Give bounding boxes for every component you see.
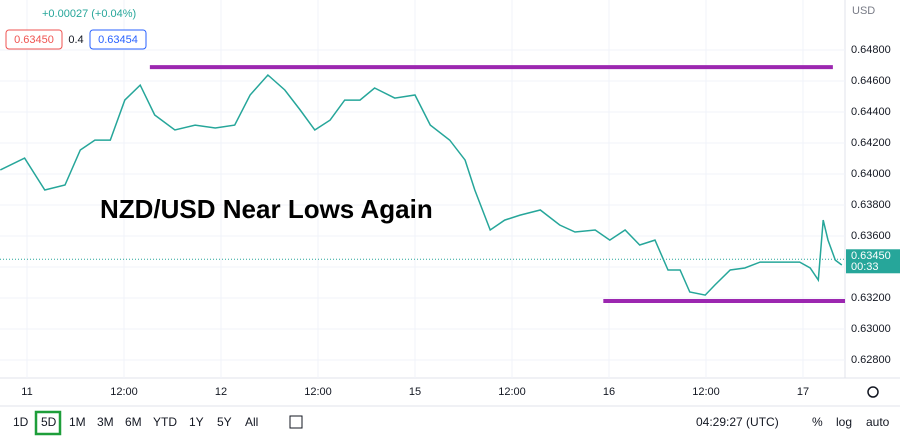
x-tick-label: 17 — [797, 386, 809, 398]
clock[interactable]: 04:29:27 (UTC) — [696, 415, 779, 429]
change: +0.00027 (+0.04%) — [42, 8, 136, 20]
x-tick-label: 12:00 — [110, 386, 138, 398]
last-price-label: 0.63450 — [851, 250, 891, 262]
x-tick-label: 15 — [409, 386, 421, 398]
y-tick-label: 0.63200 — [851, 292, 891, 304]
range-button[interactable]: 1D — [13, 415, 29, 429]
scale-option[interactable]: auto — [866, 415, 890, 429]
range-button[interactable]: All — [245, 415, 258, 429]
y-tick-label: 0.63000 — [851, 323, 891, 335]
bid[interactable]: 0.63450 — [14, 34, 54, 46]
ask[interactable]: 0.63454 — [98, 34, 138, 46]
range-button[interactable]: 5Y — [217, 415, 232, 429]
y-tick-label: 0.63800 — [851, 199, 891, 211]
x-tick-label: 12:00 — [692, 386, 720, 398]
range-button[interactable]: 1M — [69, 415, 86, 429]
x-tick-label: 16 — [603, 386, 615, 398]
range-button[interactable]: 5D — [41, 415, 57, 429]
scale-option[interactable]: log — [836, 415, 852, 429]
y-tick-label: 0.64600 — [851, 75, 891, 87]
date-range-icon[interactable] — [289, 415, 303, 429]
selected-range-box[interactable] — [34, 410, 62, 436]
y-tick-label: 0.62800 — [851, 354, 891, 366]
settings-icon[interactable] — [867, 386, 879, 398]
range-button[interactable]: 6M — [125, 415, 142, 429]
y-tick-label: 0.63600 — [851, 230, 891, 242]
range-button[interactable]: 3M — [97, 415, 114, 429]
x-tick-label: 12:00 — [498, 386, 526, 398]
annotation-title: NZD/USD Near Lows Again — [100, 194, 433, 224]
countdown: 00:33 — [851, 261, 879, 273]
scale-option[interactable]: % — [812, 415, 823, 429]
ask-box[interactable] — [89, 29, 147, 50]
price-line — [0, 73, 843, 296]
y-tick-label: 0.64800 — [851, 44, 891, 56]
x-tick-label: 12:00 — [304, 386, 332, 398]
spread: 0.4 — [68, 34, 83, 46]
y-tick-label: 0.64000 — [851, 168, 891, 180]
y-tick-label: 0.64400 — [851, 106, 891, 118]
y-tick-label: 0.64200 — [851, 137, 891, 149]
range-button[interactable]: YTD — [153, 415, 177, 429]
last-price-box — [846, 249, 900, 274]
x-tick-label: 11 — [21, 386, 32, 398]
range-button[interactable]: 1Y — [189, 415, 204, 429]
currency[interactable]: USD — [852, 5, 875, 17]
x-tick-label: 12 — [215, 386, 227, 398]
bid-box[interactable] — [5, 29, 63, 50]
